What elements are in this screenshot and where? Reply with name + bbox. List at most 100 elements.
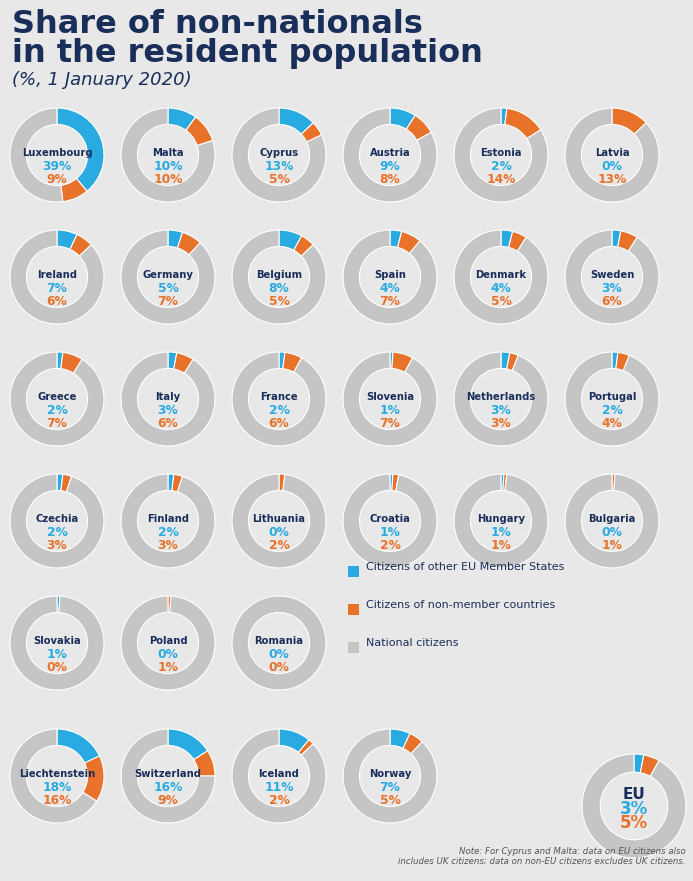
Text: Greece: Greece bbox=[37, 392, 77, 402]
Text: 7%: 7% bbox=[380, 417, 401, 430]
Wedge shape bbox=[299, 740, 313, 755]
Text: 11%: 11% bbox=[264, 781, 294, 795]
Wedge shape bbox=[343, 729, 437, 823]
Wedge shape bbox=[232, 729, 326, 823]
Wedge shape bbox=[168, 729, 208, 759]
Wedge shape bbox=[617, 231, 637, 251]
Text: 2%: 2% bbox=[157, 526, 178, 539]
Wedge shape bbox=[172, 474, 182, 492]
Wedge shape bbox=[390, 729, 410, 748]
Text: 5%: 5% bbox=[269, 295, 290, 308]
Text: 2%: 2% bbox=[269, 794, 290, 807]
Text: Belgium: Belgium bbox=[256, 270, 302, 279]
Wedge shape bbox=[168, 474, 174, 491]
Wedge shape bbox=[454, 474, 548, 568]
Text: 1%: 1% bbox=[380, 404, 401, 418]
Text: Hungary: Hungary bbox=[477, 514, 525, 523]
Text: 1%: 1% bbox=[491, 539, 511, 552]
Text: 1%: 1% bbox=[157, 661, 178, 674]
Wedge shape bbox=[454, 108, 548, 202]
Text: 9%: 9% bbox=[46, 173, 67, 186]
Text: 8%: 8% bbox=[380, 173, 401, 186]
Wedge shape bbox=[10, 474, 104, 568]
Text: 16%: 16% bbox=[42, 794, 71, 807]
Text: Iceland: Iceland bbox=[258, 768, 299, 779]
Wedge shape bbox=[279, 474, 285, 491]
Wedge shape bbox=[232, 108, 326, 202]
Text: 5%: 5% bbox=[269, 173, 290, 186]
Wedge shape bbox=[612, 352, 618, 368]
Text: 16%: 16% bbox=[153, 781, 183, 795]
Text: Share of non-nationals: Share of non-nationals bbox=[12, 9, 423, 40]
Text: National citizens: National citizens bbox=[366, 639, 459, 648]
Wedge shape bbox=[10, 729, 97, 823]
Text: 1%: 1% bbox=[491, 526, 511, 539]
Text: 2%: 2% bbox=[380, 539, 401, 552]
Text: 6%: 6% bbox=[602, 295, 622, 308]
Text: 8%: 8% bbox=[269, 282, 290, 295]
Text: 39%: 39% bbox=[42, 160, 71, 174]
Text: 2%: 2% bbox=[46, 404, 67, 418]
Wedge shape bbox=[640, 755, 659, 776]
Wedge shape bbox=[283, 352, 301, 373]
Wedge shape bbox=[403, 734, 422, 754]
Text: 4%: 4% bbox=[602, 417, 622, 430]
Wedge shape bbox=[174, 352, 193, 374]
Wedge shape bbox=[612, 108, 647, 134]
Text: 5%: 5% bbox=[620, 814, 648, 832]
Wedge shape bbox=[232, 352, 326, 446]
Text: Sweden: Sweden bbox=[590, 270, 634, 279]
Wedge shape bbox=[390, 108, 415, 130]
Text: Poland: Poland bbox=[149, 636, 187, 646]
Wedge shape bbox=[168, 596, 171, 612]
Wedge shape bbox=[279, 108, 313, 134]
Text: 2%: 2% bbox=[269, 404, 290, 418]
Text: 9%: 9% bbox=[157, 794, 178, 807]
Text: 0%: 0% bbox=[602, 526, 622, 539]
Text: 14%: 14% bbox=[486, 173, 516, 186]
Text: 0%: 0% bbox=[269, 661, 290, 674]
Wedge shape bbox=[57, 352, 63, 368]
Wedge shape bbox=[279, 729, 309, 752]
Text: Ireland: Ireland bbox=[37, 270, 77, 279]
Wedge shape bbox=[390, 474, 393, 491]
Wedge shape bbox=[121, 352, 215, 446]
Text: 18%: 18% bbox=[42, 781, 71, 795]
Wedge shape bbox=[232, 474, 326, 568]
Wedge shape bbox=[61, 474, 71, 492]
Text: 6%: 6% bbox=[46, 295, 67, 308]
Text: 3%: 3% bbox=[157, 539, 178, 552]
Text: Citizens of other EU Member States: Citizens of other EU Member States bbox=[366, 562, 564, 573]
Text: Croatia: Croatia bbox=[369, 514, 410, 523]
Wedge shape bbox=[121, 474, 215, 568]
Wedge shape bbox=[82, 756, 104, 801]
Wedge shape bbox=[454, 230, 548, 324]
Text: Estonia: Estonia bbox=[480, 148, 522, 158]
Wedge shape bbox=[57, 108, 104, 191]
Wedge shape bbox=[61, 179, 87, 202]
Text: 3%: 3% bbox=[491, 417, 511, 430]
Text: 2%: 2% bbox=[602, 404, 622, 418]
Wedge shape bbox=[10, 352, 104, 446]
Wedge shape bbox=[121, 729, 215, 823]
Wedge shape bbox=[612, 474, 615, 491]
Wedge shape bbox=[507, 352, 518, 371]
Text: 4%: 4% bbox=[491, 282, 511, 295]
Text: Luxembourg: Luxembourg bbox=[21, 148, 92, 158]
Text: 6%: 6% bbox=[157, 417, 178, 430]
Text: Malta: Malta bbox=[152, 148, 184, 158]
Text: 3%: 3% bbox=[157, 404, 178, 418]
Text: 10%: 10% bbox=[153, 160, 183, 174]
Text: Germany: Germany bbox=[143, 270, 193, 279]
Wedge shape bbox=[406, 115, 431, 140]
Wedge shape bbox=[616, 352, 629, 371]
Text: 2%: 2% bbox=[491, 160, 511, 174]
Bar bbox=[348, 566, 359, 576]
Wedge shape bbox=[501, 230, 513, 248]
Wedge shape bbox=[454, 352, 548, 446]
Text: Note: For Cyprus and Malta: data on EU citizens also
includes UK citizens; data : Note: For Cyprus and Malta: data on EU c… bbox=[398, 847, 686, 866]
Text: 5%: 5% bbox=[157, 282, 178, 295]
Wedge shape bbox=[232, 230, 326, 324]
Wedge shape bbox=[390, 352, 393, 368]
Text: 3%: 3% bbox=[46, 539, 67, 552]
